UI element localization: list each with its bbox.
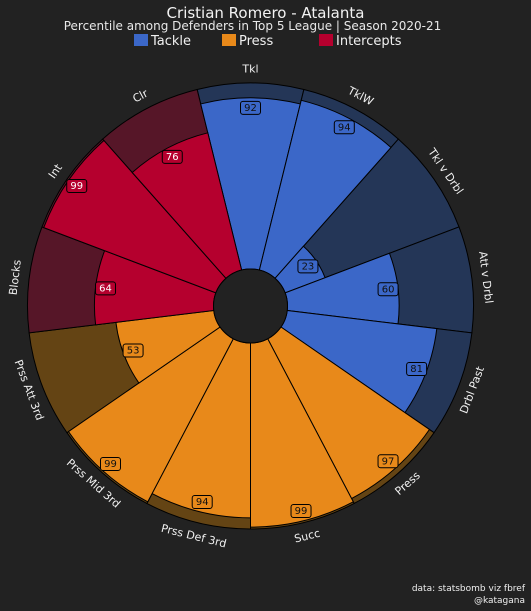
value-badge-succ <box>290 504 312 518</box>
chart-title: Cristian Romero - Atalanta <box>166 4 365 22</box>
legend-swatch-intercepts <box>319 34 333 46</box>
value-text-tkl-v-drbl: 23 <box>302 261 315 272</box>
value-text-drbl-past: 81 <box>410 364 423 375</box>
category-label-succ: Succ <box>293 527 321 546</box>
value-text-prss-att-3rd: 53 <box>127 346 140 357</box>
value-label-int: 99 <box>66 179 88 194</box>
value-label-clr: 76 <box>161 149 183 164</box>
value-badge-prss-att-3rd <box>122 343 144 358</box>
legend-item-intercepts: Intercepts <box>319 34 402 49</box>
value-badge-att-v-drbl <box>377 282 399 297</box>
chart-subtitle: Percentile among Defenders in Top 5 Leag… <box>63 19 442 33</box>
legend-label-intercepts: Intercepts <box>336 34 402 49</box>
legend-label-press: Press <box>239 34 274 49</box>
value-text-blocks: 64 <box>99 283 112 294</box>
value-label-tklw: 94 <box>333 120 355 135</box>
legend-label-tackle: Tackle <box>151 34 192 49</box>
value-label-tkl-v-drbl: 23 <box>297 259 319 274</box>
category-label-att-v-drbl: Att v Drbl <box>476 251 495 305</box>
legend-item-press: Press <box>222 34 273 49</box>
value-label-tkl: 92 <box>240 100 261 115</box>
value-badge-press <box>377 454 399 469</box>
credit-author: @katagana <box>473 596 525 606</box>
value-text-succ: 99 <box>295 506 308 517</box>
value-label-blocks: 64 <box>95 281 117 296</box>
value-badge-prss-def-3rd <box>191 494 213 509</box>
legend-item-tackle: Tackle <box>134 34 191 49</box>
value-text-clr: 76 <box>166 152 179 163</box>
value-labels: 92 94 23 60 81 97 99 94 99 53 64 99 76 <box>66 100 428 518</box>
value-badge-blocks <box>95 281 117 296</box>
value-label-succ: 99 <box>290 504 312 518</box>
legend-swatch-press <box>222 34 236 46</box>
value-text-press: 97 <box>382 456 395 467</box>
value-text-tklw: 94 <box>338 122 351 133</box>
value-badge-tkl <box>240 100 261 115</box>
value-text-prss-def-3rd: 94 <box>196 497 209 508</box>
value-badge-tklw <box>333 120 355 135</box>
value-text-tkl: 92 <box>244 103 257 114</box>
value-label-press: 97 <box>377 454 399 469</box>
value-label-prss-mid-3rd: 99 <box>99 457 121 472</box>
value-label-drbl-past: 81 <box>406 362 428 376</box>
value-label-att-v-drbl: 60 <box>377 282 399 297</box>
value-label-prss-def-3rd: 94 <box>191 494 213 509</box>
value-badge-drbl-past <box>406 362 428 376</box>
legend-swatch-tackle <box>134 34 148 46</box>
value-slices <box>43 97 438 528</box>
value-badge-clr <box>161 149 183 164</box>
category-label-clr: Clr <box>131 87 151 106</box>
center-hole <box>213 268 288 344</box>
value-text-prss-mid-3rd: 99 <box>104 459 117 470</box>
category-label-tklw: TklW <box>345 84 376 109</box>
value-badge-tkl-v-drbl <box>297 259 319 274</box>
credit-source: data: statsbomb viz fbref <box>411 584 525 594</box>
category-label-blocks: Blocks <box>7 259 24 296</box>
category-label-int: Int <box>46 161 65 181</box>
value-badge-int <box>66 179 88 194</box>
value-label-prss-att-3rd: 53 <box>122 343 144 358</box>
category-label-tkl: Tkl <box>241 63 258 76</box>
credit: data: statsbomb viz fbref @katagana <box>412 583 525 607</box>
value-text-int: 99 <box>70 181 83 192</box>
value-badge-prss-mid-3rd <box>99 457 121 472</box>
value-text-att-v-drbl: 60 <box>382 284 395 295</box>
